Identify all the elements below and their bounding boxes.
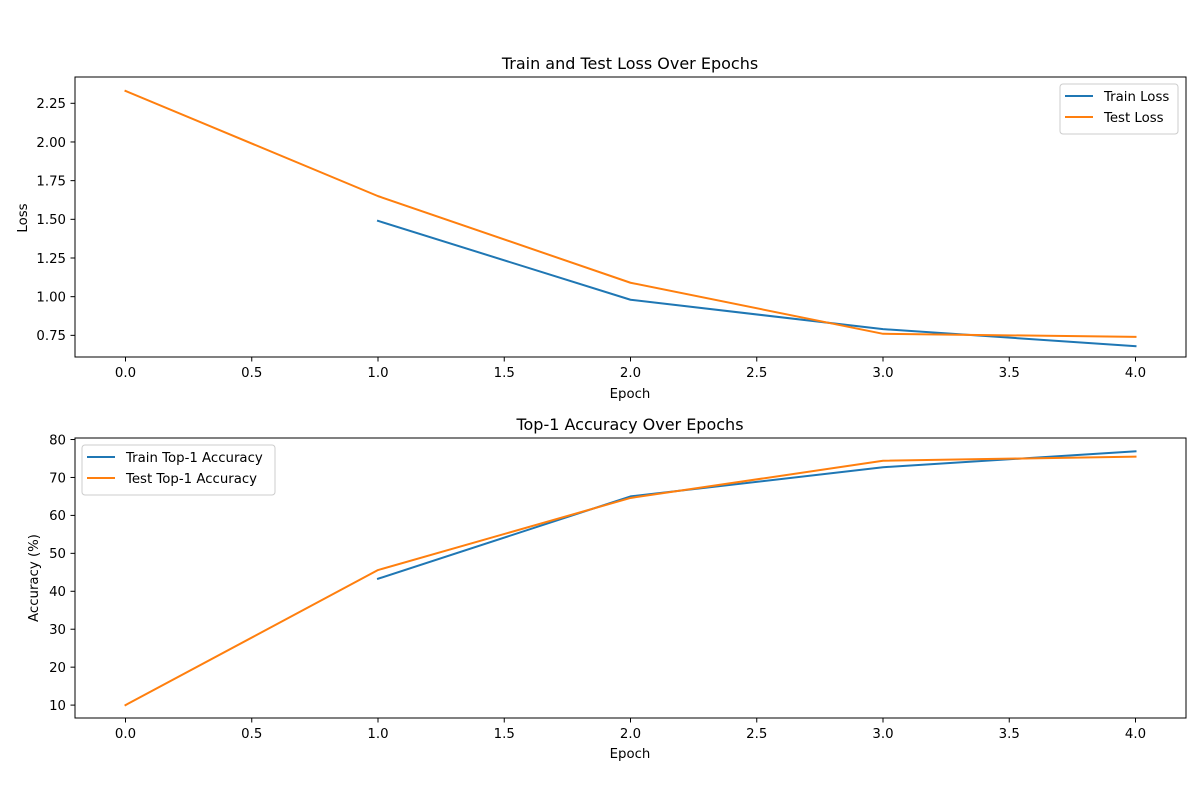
loss-x-tick-label: 3.5 (999, 366, 1020, 381)
loss-legend: Train Loss Test Loss (1060, 84, 1178, 134)
accuracy-x-tick-label: 3.0 (872, 727, 893, 742)
loss-x-tick-label: 1.0 (367, 366, 388, 381)
accuracy-y-tick-label: 40 (49, 585, 66, 600)
accuracy-x-tick-label: 2.5 (746, 727, 767, 742)
loss-y-tick-label: 1.25 (36, 252, 66, 267)
accuracy-x-tick-label: 1.5 (494, 727, 515, 742)
accuracy-x-tick-label: 1.0 (367, 727, 388, 742)
accuracy-x-tick-label: 0.5 (241, 727, 262, 742)
loss-y-tick-label: 1.50 (36, 213, 66, 228)
loss-y-tick-label: 1.75 (36, 174, 66, 189)
loss-legend-label-0: Train Loss (1103, 90, 1169, 105)
loss-x-tick-label: 4.0 (1125, 366, 1146, 381)
accuracy-legend: Train Top-1 Accuracy Test Top-1 Accuracy (82, 445, 275, 495)
loss-y-axis-label: Loss (16, 203, 31, 232)
loss-x-tick-label: 1.5 (494, 366, 515, 381)
loss-y-tick-label: 2.00 (36, 136, 66, 151)
accuracy-x-tick-label: 0.0 (115, 727, 136, 742)
loss-chart-title: Train and Test Loss Over Epochs (501, 54, 758, 73)
accuracy-x-tick-label: 2.0 (620, 727, 641, 742)
loss-x-tick-label: 0.5 (241, 366, 262, 381)
accuracy-chart-title: Top-1 Accuracy Over Epochs (515, 415, 743, 434)
loss-x-tick-label: 3.0 (872, 366, 893, 381)
loss-y-tick-label: 2.25 (36, 97, 66, 112)
accuracy-y-tick-label: 80 (49, 433, 66, 448)
accuracy-y-axis-label: Accuracy (%) (27, 534, 42, 622)
loss-x-tick-label: 0.0 (115, 366, 136, 381)
loss-legend-label-1: Test Loss (1103, 111, 1164, 126)
accuracy-y-tick-label: 60 (49, 509, 66, 524)
loss-y-tick-label: 1.00 (36, 290, 66, 305)
accuracy-legend-label-0: Train Top-1 Accuracy (125, 451, 263, 466)
accuracy-x-axis-label: Epoch (610, 747, 651, 762)
accuracy-x-tick-label: 4.0 (1125, 727, 1146, 742)
accuracy-y-tick-label: 10 (49, 699, 66, 714)
loss-x-tick-label: 2.0 (620, 366, 641, 381)
accuracy-y-tick-label: 70 (49, 471, 66, 486)
accuracy-y-tick-label: 50 (49, 547, 66, 562)
accuracy-y-tick-label: 30 (49, 623, 66, 638)
loss-x-axis-label: Epoch (610, 387, 651, 402)
loss-y-tick-label: 0.75 (36, 329, 66, 344)
accuracy-legend-label-1: Test Top-1 Accuracy (125, 472, 257, 487)
accuracy-y-tick-label: 20 (49, 661, 66, 676)
accuracy-x-tick-label: 3.5 (999, 727, 1020, 742)
loss-x-tick-label: 2.5 (746, 366, 767, 381)
